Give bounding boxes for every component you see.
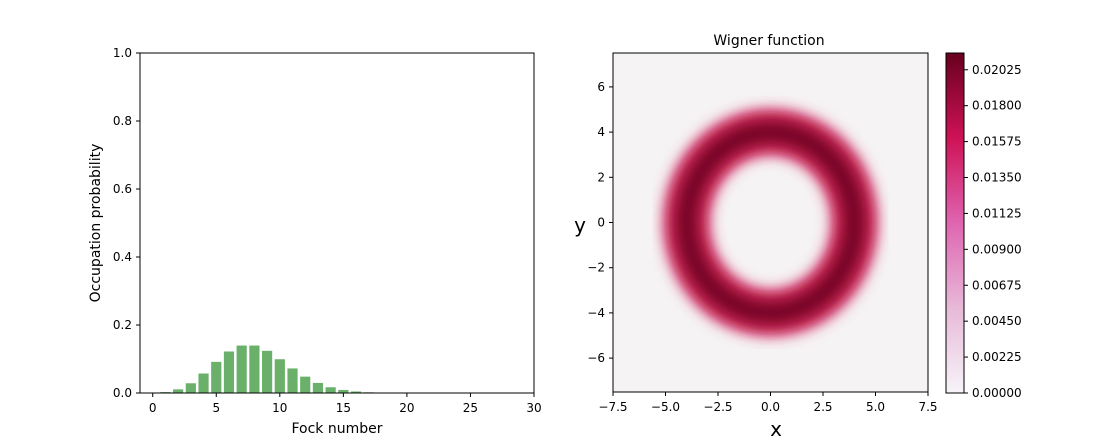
colorbar-tick-label: 0.01575 (972, 135, 1022, 149)
bar-y-tick-label: 0.2 (113, 318, 132, 332)
bar (287, 368, 298, 393)
bar (312, 382, 324, 393)
bar-x-tick-label: 10 (272, 401, 287, 415)
bar-x-tick-label: 5 (212, 401, 220, 415)
colorbar-tick-label: 0.00225 (972, 350, 1022, 364)
wigner-x-tick-label: −2.5 (703, 400, 732, 414)
bar-y-tick-label: 0.6 (113, 182, 132, 196)
bar (325, 387, 336, 393)
bar (185, 383, 196, 393)
colorbar-tick-label: 0.00450 (972, 314, 1022, 328)
bar-y-ticks: 0.0 0.2 0.4 0.6 0.8 1.0 (113, 46, 140, 400)
bar-y-tick-label: 0.0 (113, 386, 132, 400)
colorbar-tick-label: 0.01125 (972, 206, 1022, 220)
bar (236, 345, 247, 393)
bar-x-tick-label: 20 (399, 401, 414, 415)
wigner-x-tick-label: −5.0 (651, 400, 680, 414)
wigner-y-tick-label: 0 (597, 216, 605, 230)
wigner-y-tick-label: 2 (597, 170, 605, 184)
wigner-title: Wigner function (713, 33, 824, 49)
colorbar-tick-label: 0.00675 (972, 278, 1022, 292)
bar (223, 351, 235, 393)
wigner-x-ticks: −7.5 −5.0 −2.5 0.0 2.5 5.0 7.5 (598, 392, 938, 414)
colorbar-tick-label: 0.00000 (972, 386, 1022, 400)
wigner-x-axis-label: x (770, 417, 782, 441)
colorbar (945, 52, 965, 394)
bar (211, 361, 222, 393)
bar-y-tick-label: 1.0 (113, 46, 132, 60)
bar-chart-frame (139, 52, 535, 394)
bar (300, 376, 311, 393)
wigner-ring-core (679, 124, 862, 321)
colorbar-tick-label: 0.00900 (972, 242, 1022, 256)
bar-x-tick-label: 15 (336, 401, 351, 415)
wigner-y-tick-label: −4 (587, 306, 605, 320)
bar-x-ticks: 0 5 10 15 20 25 30 (149, 393, 542, 415)
bar (198, 373, 209, 393)
bar (249, 345, 260, 393)
bar (350, 391, 362, 393)
colorbar-ticks: 0.00000 0.00225 0.00450 0.00675 0.00900 0.011… (964, 63, 1022, 400)
bar-x-tick-label: 0 (149, 401, 157, 415)
colorbar-tick-label: 0.01800 (972, 99, 1022, 113)
bar (173, 389, 184, 393)
colorbar-tick-label: 0.02025 (972, 63, 1022, 77)
colorbar-tick-label: 0.01350 (972, 171, 1022, 185)
wigner-x-tick-label: 5.0 (866, 400, 885, 414)
bar-y-axis-label: Occupation probability (88, 144, 104, 303)
bar-x-tick-label: 25 (463, 401, 478, 415)
wigner-x-tick-label: −7.5 (598, 400, 627, 414)
wigner-x-tick-label: 7.5 (918, 400, 937, 414)
bar-x-tick-label: 30 (526, 401, 541, 415)
wigner-y-tick-label: −6 (587, 351, 605, 365)
bar-y-tick-label: 0.4 (113, 250, 132, 264)
bar-chart: 0 5 10 15 20 25 30 0.0 0.2 0.4 0.6 0.8 1.0 Fock num… (88, 46, 542, 437)
wigner-y-tick-label: −2 (587, 261, 605, 275)
wigner-heatmap: Wigner function −7.5 −5.0 −2.5 0.0 2.5 5.0 7.5… (574, 33, 1022, 441)
wigner-y-tick-label: 6 (597, 80, 605, 94)
bar (274, 359, 285, 393)
bar (262, 350, 273, 393)
wigner-y-tick-label: 4 (597, 125, 605, 139)
bar (338, 389, 349, 393)
bar-series (147, 345, 425, 393)
bar-x-axis-label: Fock number (291, 421, 382, 437)
wigner-y-axis-label: y (574, 213, 586, 237)
wigner-x-tick-label: 0.0 (761, 400, 780, 414)
wigner-y-ticks: −6 −4 −2 0 2 4 6 (587, 80, 613, 365)
wigner-x-tick-label: 2.5 (813, 400, 832, 414)
bar-y-tick-label: 0.8 (113, 114, 132, 128)
wigner-background (613, 53, 928, 392)
